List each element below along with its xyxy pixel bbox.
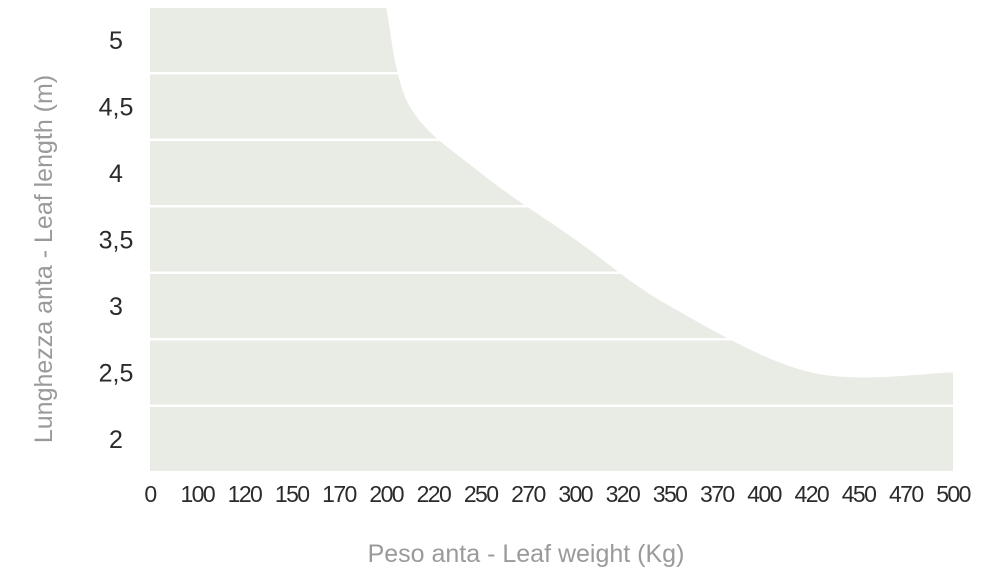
x-tick-label: 270 xyxy=(511,481,545,507)
x-tick-label: 350 xyxy=(653,481,687,507)
x-tick-label: 0 xyxy=(144,481,156,507)
y-tick-label: 2,5 xyxy=(99,360,134,388)
x-tick-label: 100 xyxy=(180,481,214,507)
x-tick-label: 370 xyxy=(700,481,734,507)
y-tick-label: 3 xyxy=(109,293,123,321)
area-boundary xyxy=(383,0,955,378)
y-tick-label: 4,5 xyxy=(99,94,134,122)
x-tick-label: 150 xyxy=(275,481,309,507)
x-tick-label: 400 xyxy=(747,481,781,507)
x-tick-label: 300 xyxy=(558,481,592,507)
band-2 xyxy=(150,407,953,471)
x-tick-label: 170 xyxy=(322,481,356,507)
x-tick-label: 220 xyxy=(417,481,451,507)
x-tick-layer: 0 100 120 150 170 200 220 250 270 300 320 350 370 400… xyxy=(144,481,972,507)
x-tick-label: 470 xyxy=(889,481,923,507)
y-axis-title: Lunghezza anta - Leaf length (m) xyxy=(30,75,58,443)
x-tick-label: 320 xyxy=(606,481,640,507)
y-tick-label: 2 xyxy=(109,426,123,454)
y-tick-label: 5 xyxy=(109,27,123,55)
x-tick-label: 200 xyxy=(369,481,403,507)
y-tick-label: 4 xyxy=(109,160,123,188)
y-tick-layer: 2 2,5 3 3,5 4 4,5 5 xyxy=(99,27,134,454)
x-tick-label: 500 xyxy=(936,481,970,507)
x-axis-title: Peso anta - Leaf weight (Kg) xyxy=(368,540,685,567)
x-tick-label: 420 xyxy=(795,481,829,507)
x-tick-label: 450 xyxy=(842,481,876,507)
x-tick-label: 120 xyxy=(228,481,262,507)
x-tick-label: 250 xyxy=(464,481,498,507)
y-tick-label: 3,5 xyxy=(99,227,134,255)
